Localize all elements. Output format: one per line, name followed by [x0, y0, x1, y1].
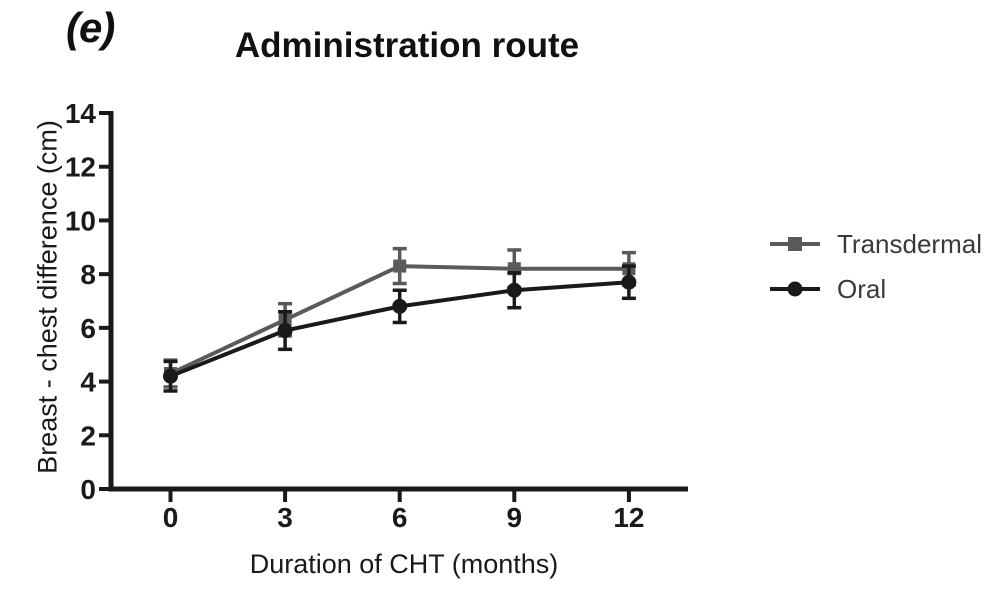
y-tick-label: 4: [80, 367, 96, 398]
legend-label-transdermal: Transdermal: [837, 229, 982, 259]
data-point-oral: [621, 274, 637, 290]
x-axis-title: Duration of CHT (months): [249, 549, 559, 579]
y-tick-label: 12: [65, 152, 96, 183]
data-point-oral: [163, 368, 178, 384]
x-tick-label: 9: [507, 502, 523, 533]
data-point-transdermal: [393, 259, 407, 273]
x-tick-label: 6: [392, 502, 408, 533]
panel-label: (e): [66, 4, 115, 51]
x-tick-label: 12: [613, 502, 644, 533]
transdermal-line-marker-icon: [770, 234, 820, 254]
chart-title: Administration route: [234, 26, 580, 65]
data-point-oral: [392, 298, 408, 314]
legend-label-oral: Oral: [837, 274, 887, 304]
x-tick-label: 3: [277, 502, 293, 533]
x-tick-label: 0: [163, 502, 179, 533]
y-tick-label: 14: [65, 98, 97, 129]
y-tick-label: 0: [80, 474, 96, 505]
y-tick-label: 10: [65, 205, 96, 236]
y-tick-label: 8: [80, 259, 96, 290]
data-point-oral: [277, 323, 293, 339]
data-point-oral: [506, 282, 522, 298]
oral-line-marker-icon: [770, 279, 820, 299]
y-tick-label: 2: [80, 420, 96, 451]
y-tick-label: 6: [80, 313, 96, 344]
